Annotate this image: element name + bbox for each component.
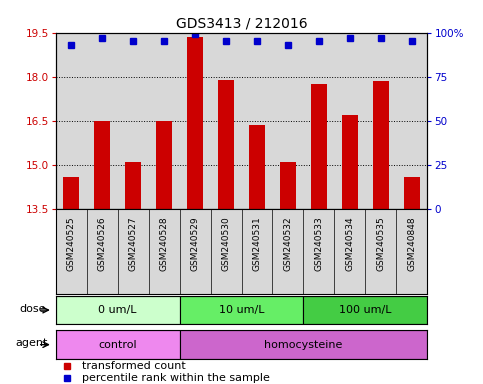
- Text: transformed count: transformed count: [82, 361, 185, 371]
- Bar: [249, 126, 265, 209]
- Text: GSM240848: GSM240848: [408, 216, 416, 271]
- Bar: [280, 162, 296, 209]
- Bar: [125, 162, 141, 209]
- Bar: [373, 81, 389, 209]
- Text: 0 um/L: 0 um/L: [98, 305, 137, 315]
- Bar: [311, 84, 327, 209]
- Bar: [180, 296, 303, 324]
- Text: GSM240532: GSM240532: [284, 216, 293, 271]
- Bar: [342, 115, 358, 209]
- Bar: [56, 296, 180, 324]
- Text: 100 um/L: 100 um/L: [339, 305, 392, 315]
- Text: GSM240530: GSM240530: [222, 216, 230, 271]
- Text: control: control: [98, 339, 137, 350]
- Bar: [180, 330, 427, 359]
- Bar: [404, 177, 420, 209]
- Bar: [218, 80, 234, 209]
- Text: GSM240527: GSM240527: [128, 216, 138, 271]
- Text: dose: dose: [19, 304, 46, 314]
- Bar: [63, 177, 79, 209]
- Bar: [94, 121, 110, 209]
- Text: GSM240526: GSM240526: [98, 216, 107, 271]
- Bar: [303, 296, 427, 324]
- Text: GSM240529: GSM240529: [190, 216, 199, 271]
- Text: GSM240531: GSM240531: [253, 216, 261, 271]
- Bar: [156, 121, 172, 209]
- Text: homocysteine: homocysteine: [264, 339, 342, 350]
- Text: GSM240525: GSM240525: [67, 216, 75, 271]
- Text: percentile rank within the sample: percentile rank within the sample: [82, 372, 270, 382]
- Bar: [187, 37, 203, 209]
- Text: agent: agent: [15, 338, 48, 348]
- Text: GSM240535: GSM240535: [376, 216, 385, 271]
- Bar: [56, 330, 180, 359]
- Text: GSM240533: GSM240533: [314, 216, 324, 271]
- Text: GSM240534: GSM240534: [345, 216, 355, 271]
- Text: GSM240528: GSM240528: [159, 216, 169, 271]
- Title: GDS3413 / 212016: GDS3413 / 212016: [176, 16, 307, 30]
- Text: 10 um/L: 10 um/L: [219, 305, 264, 315]
